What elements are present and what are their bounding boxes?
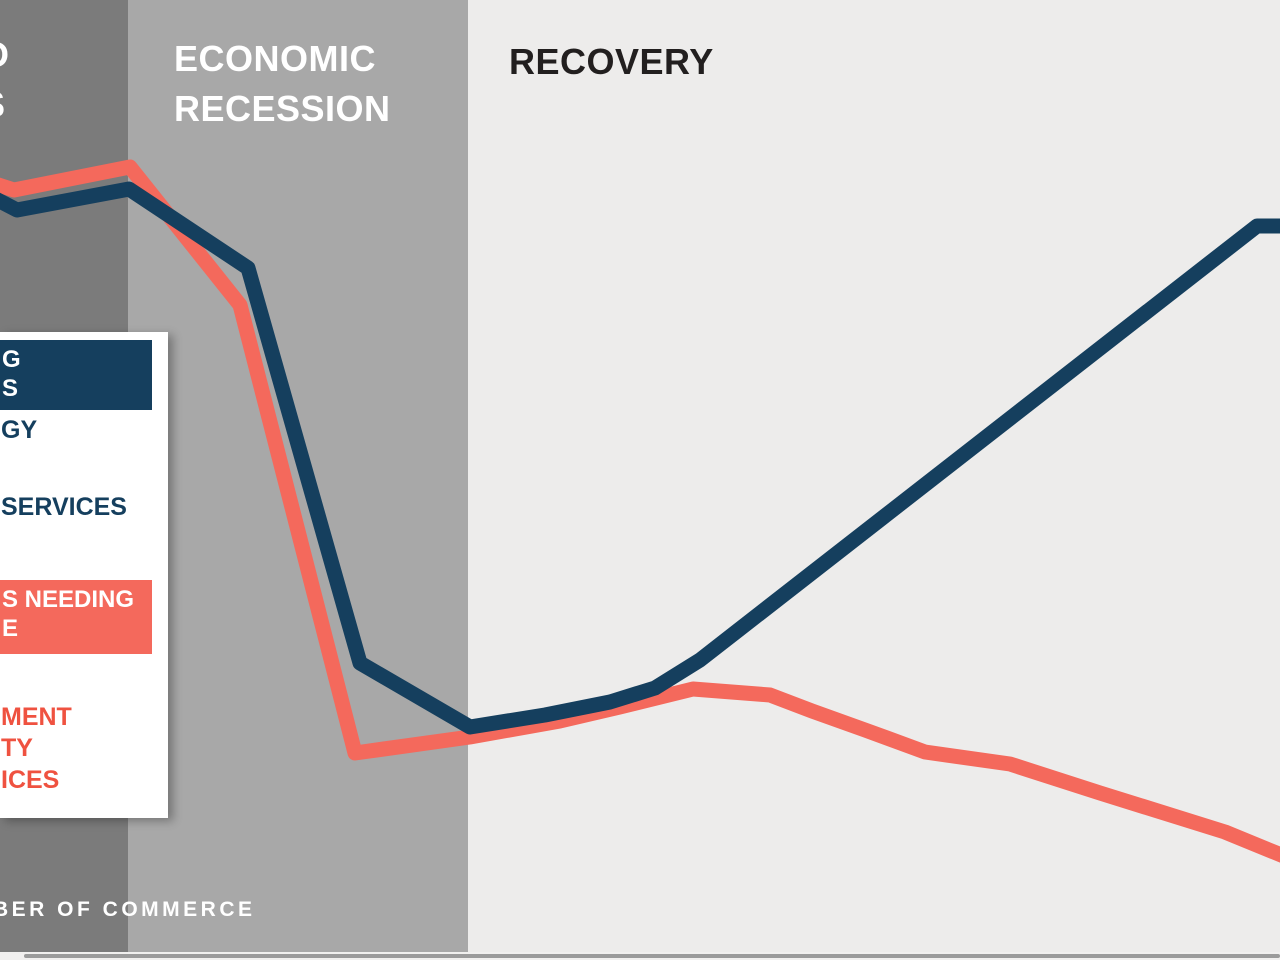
legend-red-item: ICES — [1, 766, 60, 794]
recovery-label: RECOVERY — [509, 41, 714, 82]
legend-red-item: TY — [1, 734, 33, 762]
legend-navy-item: SERVICES — [1, 493, 127, 521]
legend-navy-header-line1: G — [2, 346, 21, 373]
pre-recession-label-line1: D — [0, 30, 10, 80]
legend-red-header: S NEEDING E — [0, 580, 152, 654]
legend-navy-header: G S — [0, 340, 152, 410]
legend-box: G S GY SERVICES S NEEDING E MENT TY ICES — [0, 332, 168, 818]
legend-red-item: MENT — [1, 703, 72, 731]
legend-navy-item: GY — [1, 416, 38, 444]
legend-red-header-line1: S NEEDING — [2, 586, 135, 613]
legend-navy-header-line2: S — [2, 375, 19, 402]
pre-recession-label: D S — [0, 30, 10, 130]
economic-recession-label-line2: RECESSION — [174, 88, 391, 129]
economic-recession-label: ECONOMIC RECESSION — [174, 34, 391, 134]
economic-recession-label-line1: ECONOMIC — [174, 38, 376, 79]
navy-series-line — [0, 181, 1280, 735]
band-economic-recession — [128, 0, 468, 952]
horizontal-scrollbar[interactable] — [0, 952, 1280, 960]
legend-red-header-line2: E — [2, 615, 19, 642]
scrollbar-thumb[interactable] — [24, 954, 1280, 958]
pre-recession-label-line2: S — [0, 80, 10, 130]
band-recovery — [468, 0, 1280, 952]
salmon-series-line — [0, 159, 1280, 863]
source-attribution: BER OF COMMERCE — [0, 898, 256, 921]
